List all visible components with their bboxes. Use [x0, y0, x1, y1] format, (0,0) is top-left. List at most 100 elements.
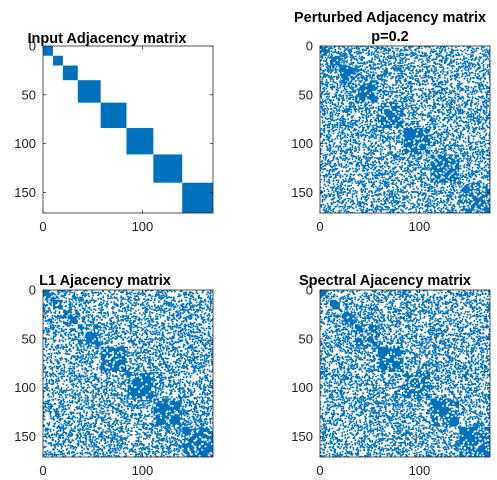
- edge-point: [468, 66, 471, 69]
- edge-point: [340, 162, 343, 165]
- edge-point: [447, 93, 450, 96]
- edge-point: [433, 138, 436, 141]
- edge-point: [346, 85, 349, 88]
- edge-point: [441, 72, 444, 75]
- edge-point: [438, 52, 441, 55]
- edge-point: [467, 89, 470, 92]
- edge-point: [371, 114, 373, 116]
- edge-point: [440, 64, 443, 66]
- edge-point: [340, 83, 343, 86]
- edge-point: [445, 103, 448, 105]
- edge-point: [439, 92, 441, 95]
- edge-point: [483, 87, 486, 90]
- edge-point: [390, 132, 393, 135]
- edge-point: [414, 79, 417, 82]
- edge-point: [340, 95, 343, 97]
- edge-point: [355, 75, 358, 78]
- edge-point: [416, 160, 419, 163]
- edge-point: [486, 117, 489, 120]
- edge-point: [408, 82, 411, 85]
- edge-point: [453, 105, 455, 108]
- edge-point: [427, 59, 430, 61]
- edge-point: [386, 154, 389, 157]
- edge-point: [367, 69, 370, 72]
- edge-point: [340, 104, 343, 107]
- edge-point: [452, 99, 455, 102]
- edge-point: [386, 103, 389, 106]
- edge-point: [369, 130, 372, 133]
- edge-point: [369, 68, 372, 70]
- edge-point: [364, 90, 367, 93]
- edge-point: [352, 160, 355, 163]
- edge-point: [399, 149, 402, 151]
- edge-point: [455, 144, 457, 147]
- edge-point: [453, 147, 456, 150]
- edge-point: [423, 104, 426, 107]
- data-marks: [43, 46, 213, 213]
- edge-point: [326, 126, 329, 129]
- edge-point: [401, 64, 404, 67]
- edge-point: [358, 57, 361, 60]
- edge-point: [339, 176, 342, 179]
- edge-point: [380, 155, 383, 158]
- edge-point: [435, 117, 438, 120]
- edge-point: [371, 146, 374, 149]
- edge-point: [328, 95, 331, 98]
- edge-point: [358, 108, 360, 111]
- edge-point: [372, 178, 375, 181]
- edge-point: [479, 136, 482, 139]
- edge-point: [342, 64, 345, 67]
- edge-point: [374, 171, 376, 174]
- edge-point: [391, 124, 394, 127]
- edge-point: [370, 61, 373, 63]
- edge-point: [411, 82, 414, 85]
- edge-point: [427, 66, 430, 69]
- edge-point: [358, 85, 361, 88]
- edge-point: [472, 76, 475, 79]
- edge-point: [356, 169, 359, 172]
- edge-point: [328, 182, 331, 185]
- edge-point: [321, 92, 324, 95]
- edge-point: [389, 176, 392, 179]
- panel-title: Input Adjacency matrix: [27, 31, 186, 47]
- edge-point: [376, 208, 378, 211]
- edge-point: [369, 92, 372, 95]
- edge-point: [443, 106, 446, 109]
- edge-point: [415, 117, 418, 120]
- edge-point: [337, 52, 340, 55]
- edge-point: [401, 62, 404, 64]
- edge-point: [458, 80, 461, 83]
- edge-point: [347, 124, 350, 127]
- edge-point: [359, 200, 361, 203]
- edge-point: [450, 97, 453, 100]
- edge-point: [462, 140, 465, 143]
- edge-point: [431, 118, 434, 121]
- edge-point: [403, 191, 406, 194]
- edge-point: [322, 82, 325, 85]
- edge-point: [402, 130, 405, 133]
- edge-point: [331, 166, 334, 169]
- edge-point: [351, 152, 354, 155]
- edge-point: [338, 112, 341, 115]
- edge-point: [474, 103, 477, 106]
- edge-point: [347, 148, 350, 151]
- edge-point: [353, 47, 356, 50]
- edge-point: [399, 208, 402, 211]
- edge-point: [392, 101, 395, 104]
- edge-point: [424, 133, 427, 136]
- edge-point: [438, 55, 440, 58]
- edge-point: [456, 88, 459, 91]
- edge-point: [320, 152, 323, 155]
- edge-point: [368, 132, 370, 135]
- edge-point: [331, 150, 334, 153]
- edge-point: [387, 189, 390, 191]
- edge-point: [350, 80, 353, 83]
- edge-point: [388, 60, 391, 62]
- edge-point: [428, 98, 431, 101]
- edge-point: [435, 63, 437, 66]
- edge-point: [455, 76, 458, 79]
- edge-point: [436, 132, 438, 135]
- edge-point: [476, 111, 479, 114]
- edge-point: [459, 83, 462, 86]
- edge-point: [426, 199, 429, 202]
